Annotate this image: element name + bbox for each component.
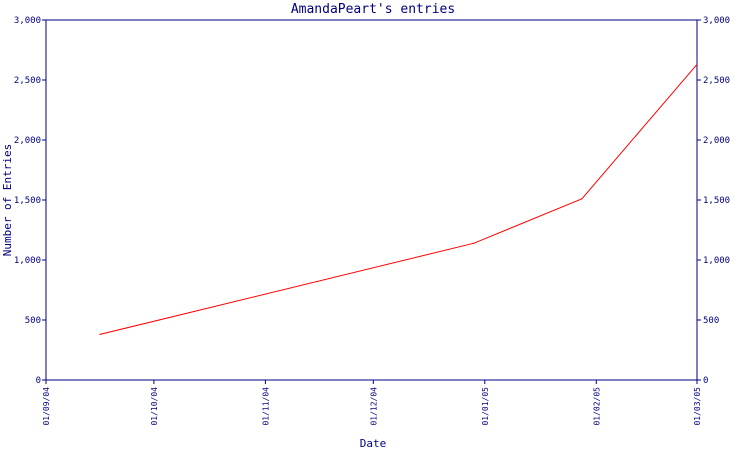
y-tick-label-left: 3,000 <box>14 16 41 26</box>
x-tick-label: 01/03/05 <box>693 387 702 426</box>
y-tick-label-right: 0 <box>703 376 708 386</box>
y-tick-label-right: 2,500 <box>703 76 730 86</box>
x-tick-label: 01/11/04 <box>261 387 270 426</box>
chart-title: AmandaPeart's entries <box>291 2 455 17</box>
y-tick-label-right: 2,000 <box>703 136 730 146</box>
y-tick-label-left: 2,000 <box>14 136 41 146</box>
y-axis-right: 0 500 1,000 1,500 2,000 2,500 3,000 <box>697 16 730 386</box>
data-point-0 <box>99 333 101 335</box>
y-axis-label: Number of Entries <box>1 144 14 257</box>
y-tick-label-left: 2,500 <box>14 76 41 86</box>
x-axis: 01/09/04 01/10/04 01/11/04 01/12/04 01/01/05… <box>42 380 702 426</box>
data-point-2 <box>581 198 583 200</box>
x-tick-label: 01/12/04 <box>369 387 378 426</box>
series-layer <box>99 63 698 335</box>
x-tick-label: 01/01/05 <box>481 387 490 426</box>
x-tick-label: 01/02/05 <box>592 387 601 426</box>
y-tick-label-right: 500 <box>703 316 719 326</box>
y-tick-label-left: 500 <box>25 316 41 326</box>
y-tick-label-left: 0 <box>36 376 41 386</box>
data-point-1 <box>473 242 475 244</box>
y-tick-label-right: 1,500 <box>703 196 730 206</box>
x-axis-label: Date <box>360 437 387 450</box>
y-axis-left: 0 500 1,000 1,500 2,000 2,500 3,000 <box>14 16 46 386</box>
series-line-0 <box>99 64 698 335</box>
x-tick-label: 01/09/04 <box>42 387 51 426</box>
y-tick-label-right: 1,000 <box>703 256 730 266</box>
x-tick-label: 01/10/04 <box>150 387 159 426</box>
y-tick-label-left: 1,500 <box>14 196 41 206</box>
data-point-3 <box>696 63 698 65</box>
y-tick-label-right: 3,000 <box>703 16 730 26</box>
y-tick-label-left: 1,000 <box>14 256 41 266</box>
plot-frame <box>45 19 698 381</box>
